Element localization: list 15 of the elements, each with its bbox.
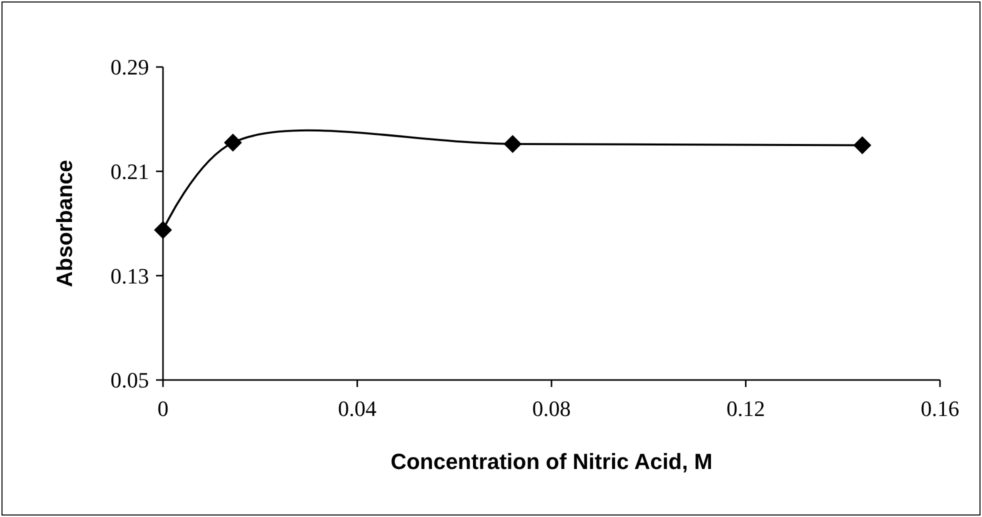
y-tick-label: 0.05 [110,368,149,393]
point [154,221,172,240]
x-tick-label: 0 [158,396,168,421]
x-tick-label: 0.08 [532,396,571,421]
x-tick-label: 0.16 [920,396,960,421]
y-tick-label: 0.29 [110,54,149,80]
y-axis-title: Absorbance [52,160,77,288]
point [224,134,242,152]
point [853,136,872,154]
y-tick-label: 0.13 [110,263,149,288]
point [504,134,522,153]
y-tick-label: 0.21 [110,159,149,184]
x-tick-label: 0.12 [726,396,765,421]
x-axis-title: Concentration of Nitric Acid, M [390,449,712,474]
x-tick-label: 0.04 [338,396,376,421]
